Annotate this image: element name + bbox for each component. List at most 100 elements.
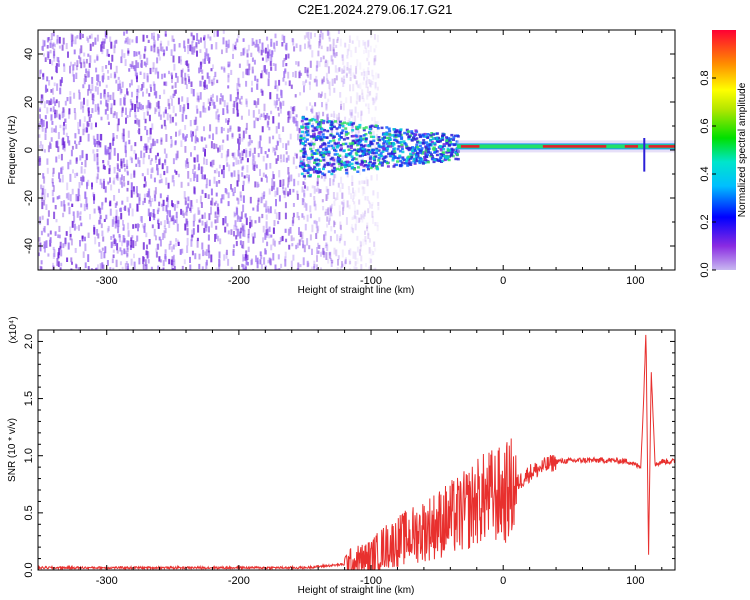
spectrogram-noise-cell [365, 263, 367, 267]
spectrogram-noise-cell [57, 146, 60, 153]
spectrogram-noise-cell [52, 167, 55, 174]
spectrogram-noise-cell [41, 45, 44, 51]
spectrogram-noise-cell [151, 224, 154, 229]
spectrogram-noise-cell [330, 262, 333, 267]
spectrogram-signal-cell [450, 153, 454, 156]
spectrogram-noise-cell [275, 158, 278, 164]
spectrogram-noise-cell [133, 261, 136, 270]
spectrogram-signal-cell [355, 125, 359, 129]
spectrogram-noise-cell [180, 181, 183, 188]
spectrogram-noise-cell [112, 249, 115, 253]
spectrogram-noise-cell [60, 262, 63, 267]
spectrogram-noise-cell [152, 212, 155, 218]
spectrogram-noise-cell [143, 152, 146, 158]
spectrogram-noise-cell [93, 227, 96, 235]
spectrogram-noise-cell [259, 135, 262, 141]
spectrogram-noise-cell [314, 219, 317, 225]
spectrogram-noise-cell [182, 213, 185, 218]
spectrogram-noise-cell [124, 205, 127, 211]
spectrogram-noise-cell [336, 39, 339, 43]
spectrogram-noise-cell [220, 126, 223, 134]
spectrogram-noise-cell [67, 192, 70, 201]
spectrogram-signal-cell [380, 164, 384, 167]
spectrogram-noise-cell [119, 261, 122, 266]
spectrogram-signal-cell [369, 155, 373, 158]
spectrogram-signal-cell [369, 166, 373, 170]
spectrogram-noise-cell [372, 75, 375, 80]
spectrogram-noise-cell [131, 235, 134, 239]
spectrogram-signal-cell [340, 160, 343, 163]
spectrogram-noise-cell [285, 54, 288, 60]
spectrogram-noise-cell [91, 93, 94, 101]
spectrogram-noise-cell [372, 190, 375, 196]
spectrogram-noise-cell [334, 52, 337, 58]
spectrogram-noise-cell [339, 224, 342, 231]
spectrogram-noise-cell [358, 217, 361, 223]
spectrogram-noise-cell [110, 41, 113, 49]
spectrogram-noise-cell [57, 57, 60, 63]
spectrogram-signal-cell [375, 147, 379, 151]
spectrogram-noise-cell [164, 158, 167, 166]
spectrogram-noise-cell [39, 145, 41, 149]
spectrogram-noise-cell [276, 93, 279, 99]
spectrogram-y-label: Frequency (Hz) [7, 116, 18, 185]
spectrogram-noise-cell [51, 178, 54, 184]
spectrogram-noise-cell [279, 154, 282, 159]
spectrogram-signal-cell [336, 158, 340, 161]
spectrogram-noise-cell [103, 93, 106, 99]
spectrogram-noise-cell [140, 63, 143, 67]
spectrogram-noise-cell [130, 157, 133, 164]
spectrogram-noise-cell [280, 159, 283, 163]
spectrogram-noise-cell [229, 94, 232, 102]
spectrogram-noise-cell [232, 108, 235, 114]
spectrogram-noise-cell [109, 151, 112, 160]
spectrogram-noise-cell [354, 190, 357, 197]
spectrogram-noise-cell [39, 107, 42, 112]
spectrogram-signal-cell [307, 142, 311, 146]
spectrogram-noise-cell [200, 136, 203, 142]
spectrogram-noise-cell [199, 218, 202, 223]
spectrogram-noise-cell [328, 88, 331, 96]
spectrogram-noise-cell [266, 241, 269, 246]
spectrogram-signal-cell [377, 144, 381, 148]
spectrogram-signal-cell [406, 146, 410, 150]
spectrogram-noise-cell [72, 64, 75, 71]
spectrogram-noise-cell [81, 161, 83, 165]
spectrogram-noise-cell [153, 177, 156, 183]
spectrogram-noise-cell [332, 192, 335, 199]
spectrogram-noise-cell [88, 35, 91, 39]
spectrogram-noise-cell [55, 156, 58, 163]
spectrogram-noise-cell [343, 261, 346, 268]
spectrogram-noise-cell [376, 34, 379, 43]
spectrogram-noise-cell [233, 45, 236, 50]
spectrogram-noise-cell [366, 196, 369, 202]
spectrogram-signal-cell [415, 159, 419, 163]
spectrogram-noise-cell [287, 116, 290, 123]
spectrogram-signal-cell [435, 150, 439, 153]
spectrogram-noise-cell [352, 121, 355, 129]
spectrogram-noise-cell [201, 220, 204, 226]
spectrogram-signal-cell [322, 165, 326, 169]
spectrogram-noise-cell [296, 127, 299, 131]
spectrogram-noise-cell [43, 244, 45, 249]
spectrogram-noise-cell [304, 223, 307, 231]
spectrogram-noise-cell [260, 73, 263, 79]
spectrogram-noise-cell [370, 127, 373, 135]
spectrogram-signal-cell [368, 125, 372, 128]
spectrogram-noise-cell [316, 226, 319, 233]
spectrogram-noise-cell [83, 203, 86, 212]
spectrogram-noise-cell [305, 203, 308, 211]
spectrogram-signal-cell [337, 160, 341, 163]
spectrogram-noise-cell [187, 68, 190, 72]
spectrogram-noise-cell [348, 259, 351, 265]
spectrogram-signal-cell [418, 135, 422, 139]
spectrogram-noise-cell [210, 206, 212, 215]
spectrogram-noise-cell [358, 40, 361, 48]
spectrogram-noise-cell [282, 184, 285, 189]
spectrogram-noise-cell [270, 110, 273, 115]
spectrogram-noise-cell [224, 216, 227, 224]
spectrogram-noise-cell [205, 249, 208, 256]
spectrogram-noise-cell [209, 36, 212, 41]
spectrogram-noise-cell [313, 220, 316, 224]
spectrogram-noise-cell [250, 258, 253, 265]
